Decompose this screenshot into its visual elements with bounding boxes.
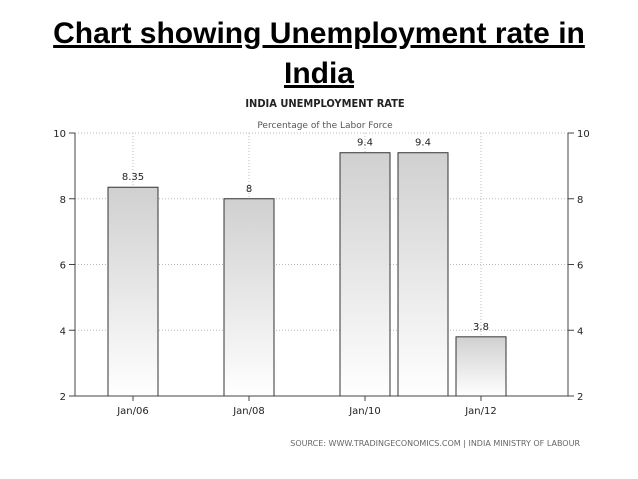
bar	[455, 336, 507, 397]
data-label: 8	[246, 184, 252, 195]
y-tick-label-right: 4	[577, 326, 583, 337]
bar	[107, 186, 159, 397]
bar	[397, 152, 449, 397]
y-tick-label-left: 4	[60, 326, 66, 337]
y-tick-label-left: 8	[60, 195, 66, 206]
y-tick-label-right: 2	[577, 392, 583, 403]
data-label: 9.4	[357, 138, 373, 149]
x-tick-label: Jan/06	[116, 406, 149, 417]
bar	[223, 198, 275, 397]
y-tick-label-right: 6	[577, 261, 583, 272]
x-tick-label: Jan/12	[464, 406, 497, 417]
x-tick-label: Jan/08	[232, 406, 265, 417]
data-label: 3.8	[473, 322, 489, 333]
x-tick-label: Jan/10	[348, 406, 381, 417]
slide-title: Chart showing Unemployment rate in India	[53, 17, 585, 90]
y-tick-label-left: 6	[60, 261, 66, 272]
chart-source: SOURCE: WWW.TRADINGECONOMICS.COM | INDIA…	[290, 439, 580, 448]
y-tick-label-right: 8	[577, 195, 583, 206]
y-tick-label-left: 2	[60, 392, 66, 403]
chart-subtitle: Percentage of the Labor Force	[257, 121, 393, 131]
data-label: 8.35	[122, 172, 144, 183]
bar	[339, 152, 391, 397]
y-tick-label-right: 10	[577, 129, 590, 140]
y-tick-label-left: 10	[53, 129, 66, 140]
data-label: 9.4	[415, 138, 431, 149]
chart-title: INDIA UNEMPLOYMENT RATE	[245, 97, 405, 110]
